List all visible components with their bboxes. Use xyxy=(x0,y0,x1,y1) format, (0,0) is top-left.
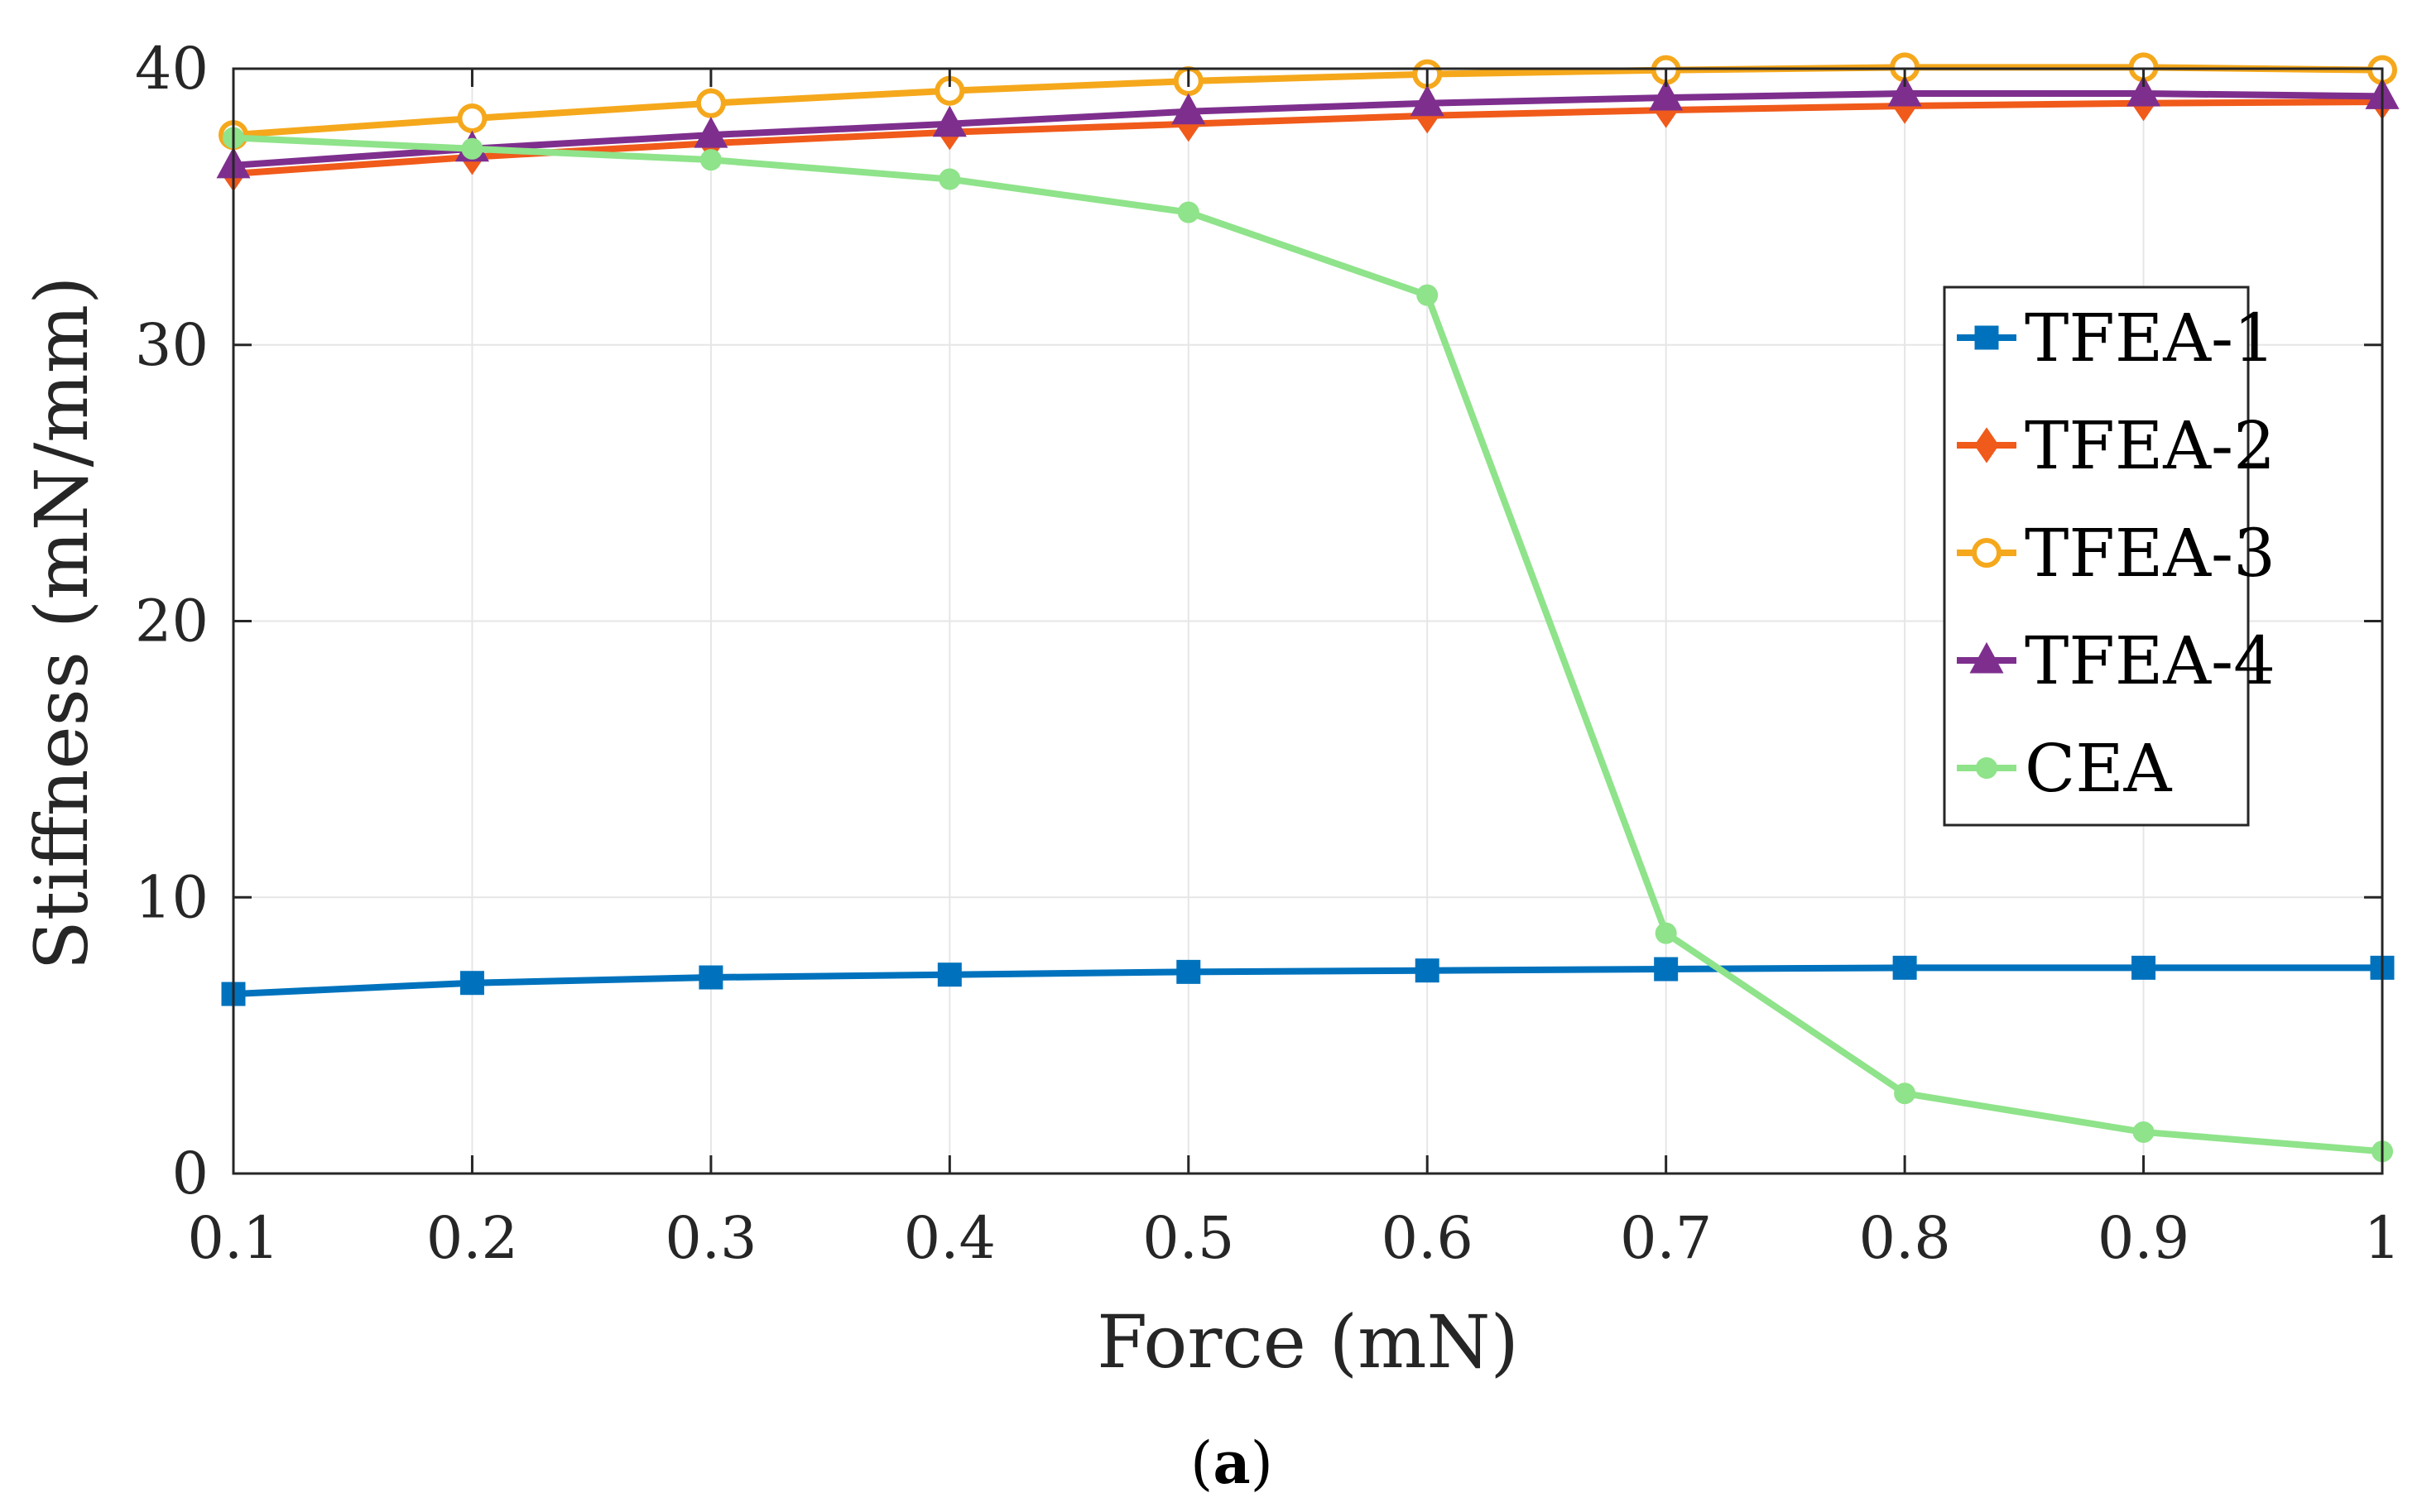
data-point xyxy=(699,149,722,171)
figure-caption: (a) xyxy=(1190,1428,1273,1497)
legend-label: TFEA-1 xyxy=(2025,300,2275,377)
data-point xyxy=(699,965,723,990)
x-tick-label: 0.4 xyxy=(904,1204,996,1272)
y-axis-ticks: 0 10 20 30 40 xyxy=(135,35,2382,1207)
series-cea xyxy=(223,127,2393,1163)
x-tick-label: 0.3 xyxy=(665,1204,757,1272)
data-point xyxy=(1415,958,1439,983)
legend-label: TFEA-4 xyxy=(2025,622,2275,699)
data-point xyxy=(2132,1121,2155,1143)
legend-entry: CEA xyxy=(1957,730,2173,807)
x-tick-label: 0.8 xyxy=(1858,1204,1950,1272)
data-point xyxy=(1894,1082,1916,1105)
legend: TFEA-1 TFEA-2 TFEA-3 TFEA-4 CEA xyxy=(1943,286,2275,827)
legend-label: TFEA-2 xyxy=(2025,407,2275,484)
series-line xyxy=(233,134,2383,1155)
y-tick-label: 40 xyxy=(135,35,209,103)
data-point xyxy=(694,116,728,148)
x-axis-ticks: 0.1 0.2 0.3 0.4 0.5 0.6 0.7 0.8 0.9 1 xyxy=(187,69,2400,1272)
legend-entry: TFEA-2 xyxy=(1957,407,2275,484)
data-point xyxy=(1176,959,1201,984)
data-point xyxy=(1416,284,1439,306)
data-point xyxy=(1171,93,1206,125)
x-tick-label: 0.6 xyxy=(1382,1204,1473,1272)
series-line xyxy=(233,98,2383,177)
data-point xyxy=(1655,922,1677,944)
x-tick-label: 0.2 xyxy=(426,1204,518,1272)
data-point xyxy=(1654,957,1679,982)
data-point xyxy=(937,962,962,987)
data-point xyxy=(1649,79,1684,111)
legend-entry: TFEA-3 xyxy=(1957,515,2275,592)
data-point xyxy=(1887,74,1922,107)
legend-entry: TFEA-4 xyxy=(1957,622,2275,699)
data-point xyxy=(939,168,961,190)
series-line xyxy=(233,64,2383,139)
y-tick-label: 0 xyxy=(171,1140,209,1207)
data-point xyxy=(2126,74,2161,107)
series-line xyxy=(233,964,2382,998)
x-tick-label: 0.7 xyxy=(1620,1204,1712,1272)
x-tick-label: 0.9 xyxy=(2098,1204,2189,1272)
data-point xyxy=(2131,955,2156,980)
data-point xyxy=(1892,955,1917,980)
legend-marker xyxy=(1969,641,2004,674)
legend-marker xyxy=(1972,538,2002,568)
data-point xyxy=(461,137,483,160)
y-tick-label: 10 xyxy=(135,863,209,931)
data-point xyxy=(695,88,726,118)
x-tick-label: 0.5 xyxy=(1142,1204,1234,1272)
caption-suffix: ) xyxy=(1251,1429,1273,1497)
y-tick-label: 30 xyxy=(135,311,209,379)
series-line xyxy=(233,90,2383,169)
legend-entry: TFEA-1 xyxy=(1957,300,2275,377)
data-point xyxy=(1177,201,1199,223)
caption-letter: a xyxy=(1213,1428,1250,1497)
x-tick-label: 0.1 xyxy=(187,1204,279,1272)
y-tick-label: 20 xyxy=(135,588,209,655)
x-axis-label: Force (mN) xyxy=(1097,1299,1519,1385)
legend-label: TFEA-3 xyxy=(2025,515,2275,592)
legend-marker xyxy=(1976,757,1997,779)
y-axis-label: Stiffness (mN/mm) xyxy=(19,276,104,970)
data-point xyxy=(459,971,484,996)
series-layer xyxy=(216,52,2400,1163)
x-tick-label: 1 xyxy=(2364,1204,2401,1272)
data-point xyxy=(457,103,488,134)
data-point xyxy=(1410,84,1444,117)
caption-prefix: ( xyxy=(1190,1429,1213,1497)
data-point xyxy=(932,105,967,137)
series-tfea-4 xyxy=(216,74,2400,179)
legend-marker xyxy=(1974,325,1999,350)
legend-marker xyxy=(1974,427,1999,463)
legend-label: CEA xyxy=(2025,730,2173,807)
